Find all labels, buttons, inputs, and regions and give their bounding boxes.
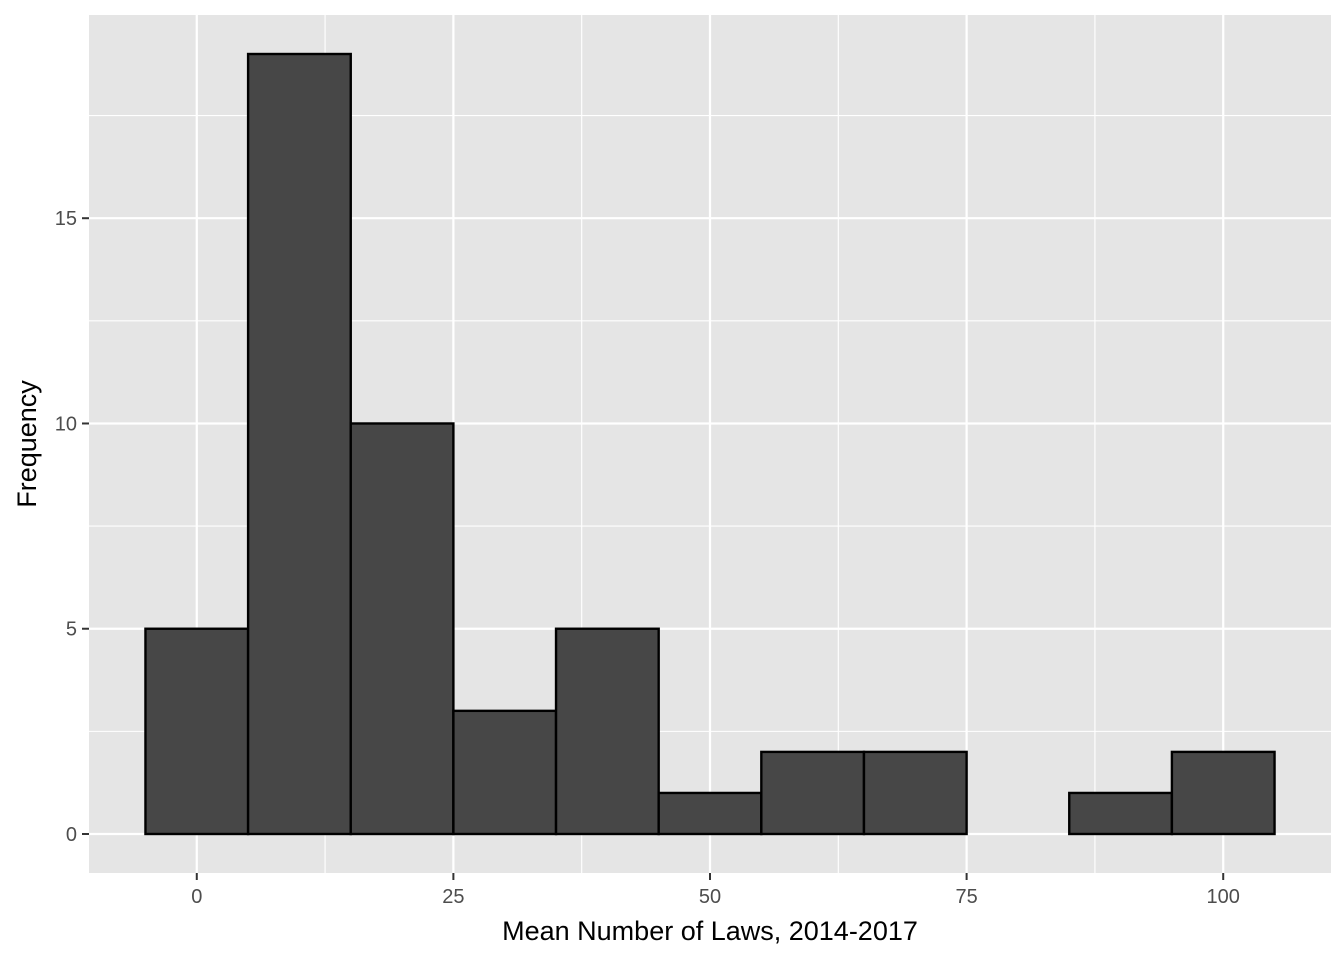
x-tick-label: 0 bbox=[191, 886, 202, 908]
histogram-bar bbox=[246, 52, 352, 836]
histogram-bar bbox=[349, 422, 455, 836]
histogram-bar bbox=[554, 627, 660, 836]
y-tick-label: 0 bbox=[66, 824, 77, 846]
histogram-bar bbox=[144, 627, 250, 836]
x-tick-label: 50 bbox=[699, 886, 721, 908]
x-tick-label: 75 bbox=[955, 886, 977, 908]
x-axis-title: Mean Number of Laws, 2014-2017 bbox=[502, 916, 918, 946]
y-axis: 0 5 10 15 bbox=[55, 208, 89, 846]
histogram-bars bbox=[144, 52, 1276, 836]
histogram-bar bbox=[760, 750, 866, 836]
histogram-bar bbox=[452, 709, 558, 836]
y-tick-label: 5 bbox=[66, 619, 77, 641]
histogram-bar bbox=[657, 791, 763, 836]
histogram-bar bbox=[1068, 791, 1174, 836]
y-tick-label: 10 bbox=[55, 413, 77, 435]
histogram-bar bbox=[862, 750, 968, 836]
x-tick-label: 100 bbox=[1207, 886, 1240, 908]
y-axis-title: Frequency bbox=[12, 380, 42, 508]
x-tick-label: 25 bbox=[442, 886, 464, 908]
x-axis: 0 25 50 75 100 bbox=[191, 873, 1240, 908]
histogram-bar bbox=[1170, 750, 1276, 836]
y-tick-label: 15 bbox=[55, 208, 77, 230]
